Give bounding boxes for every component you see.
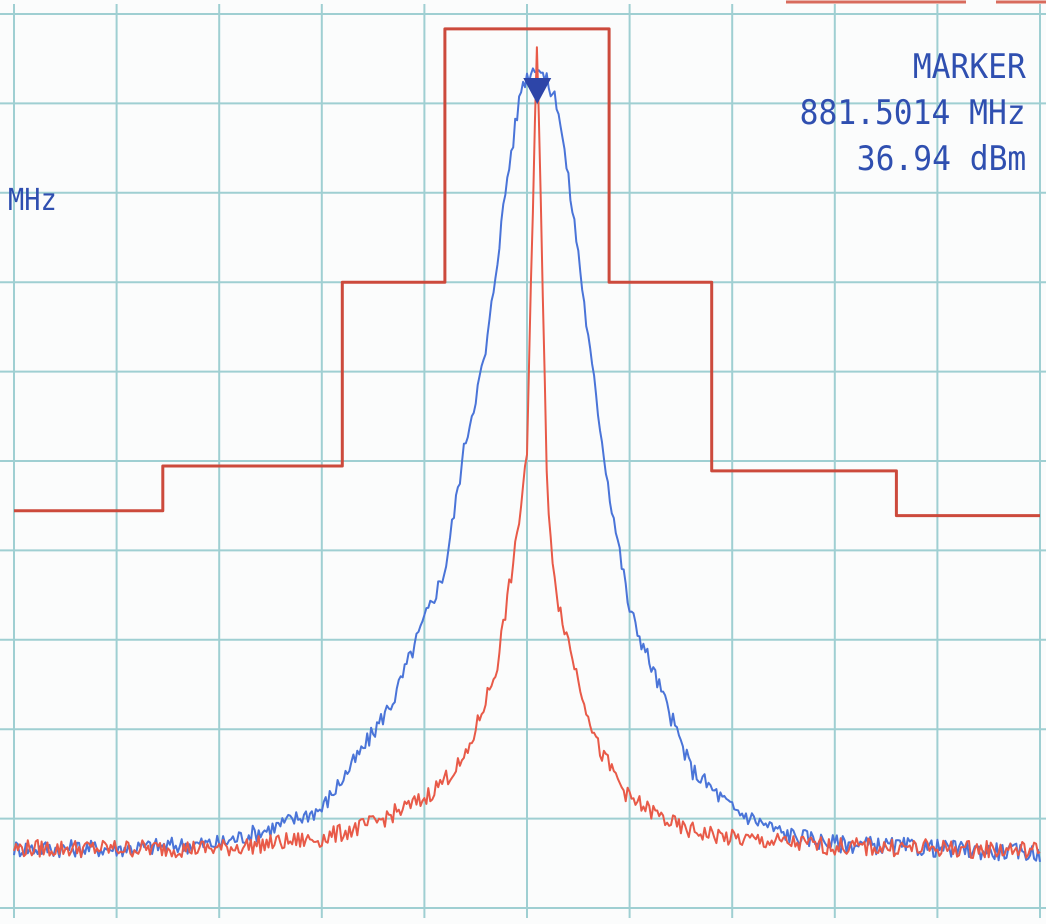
traces xyxy=(13,27,1041,863)
mask-line xyxy=(14,27,1040,518)
marker-triangle-icon xyxy=(523,78,552,104)
marker-frequency-readout: 881.5014 MHz xyxy=(800,93,1026,133)
marker-title: MARKER xyxy=(912,47,1026,87)
grid xyxy=(0,4,1046,918)
top-corner-trace-fragment xyxy=(786,0,1046,4)
spectrum-trace-2 xyxy=(13,46,1041,859)
left-unit-label: MHz xyxy=(8,183,57,218)
marker-level-readout: 36.94 dBm xyxy=(856,139,1026,179)
marker xyxy=(523,78,552,104)
